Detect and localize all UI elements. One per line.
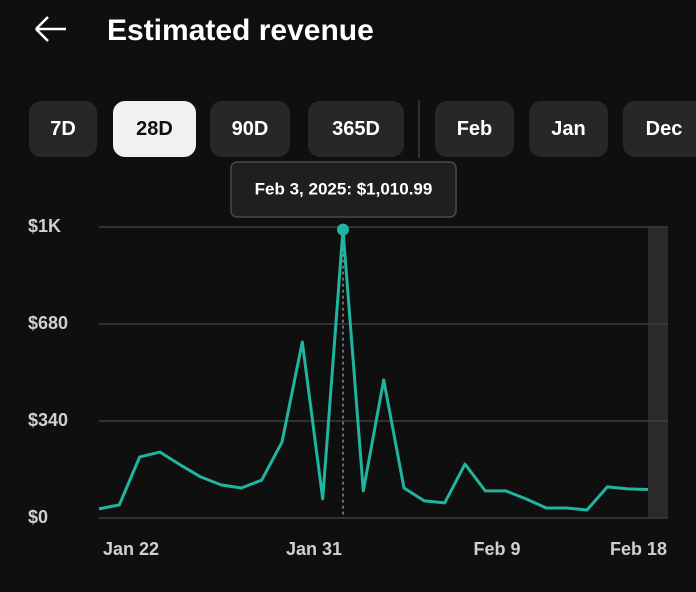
- range-tab[interactable]: 28D: [113, 101, 196, 157]
- range-tab[interactable]: Dec: [623, 101, 696, 157]
- x-tick-label: Jan 31: [286, 539, 342, 559]
- range-tab[interactable]: Feb: [435, 101, 514, 157]
- future-shade: [648, 227, 668, 518]
- range-tab[interactable]: Jan: [529, 101, 608, 157]
- tooltip-text: Feb 3, 2025: $1,010.99: [255, 179, 433, 198]
- highlight-point: [337, 223, 349, 236]
- y-tick-label: $680: [28, 313, 68, 333]
- back-arrow[interactable]: [35, 16, 66, 42]
- range-tab[interactable]: 365D: [308, 101, 404, 157]
- y-tick-label: $1K: [28, 216, 61, 236]
- y-tick-label: $340: [28, 410, 68, 430]
- x-tick-label: Feb 9: [473, 539, 520, 559]
- range-tab[interactable]: 90D: [210, 101, 290, 157]
- y-tick-label: $0: [28, 507, 48, 527]
- page-title: Estimated revenue: [107, 14, 374, 47]
- x-tick-label: Jan 22: [103, 539, 159, 559]
- revenue-line: [98, 228, 649, 512]
- range-tab[interactable]: 7D: [29, 101, 97, 157]
- tooltip-box: [230, 161, 457, 218]
- x-tick-label: Feb 18: [610, 539, 667, 559]
